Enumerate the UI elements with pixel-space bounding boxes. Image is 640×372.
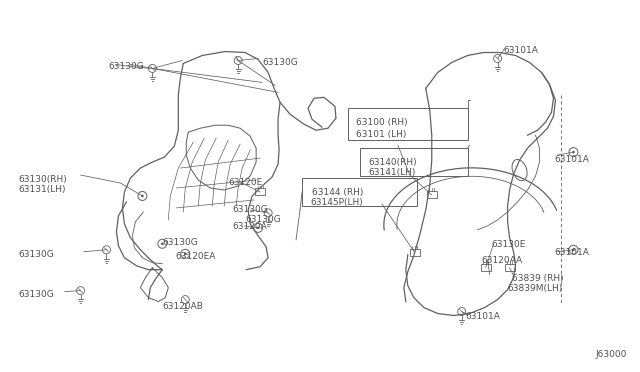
Bar (360, 148, 468, 176)
Bar (255, 189, 265, 195)
Bar (302, 178, 417, 206)
Bar (410, 249, 420, 256)
Circle shape (184, 252, 187, 255)
Text: 63144 (RH): 63144 (RH) (312, 188, 364, 197)
Circle shape (572, 151, 575, 154)
Text: 63120AB: 63120AB (163, 302, 204, 311)
Bar (481, 264, 491, 271)
Text: 63120A: 63120A (232, 222, 267, 231)
Circle shape (257, 227, 259, 229)
Text: 63130G: 63130G (163, 238, 198, 247)
Bar (504, 264, 515, 271)
Text: 63140(RH): 63140(RH) (368, 158, 417, 167)
Text: 63120EA: 63120EA (175, 252, 216, 261)
Text: 63120E: 63120E (228, 178, 262, 187)
Bar (427, 192, 436, 198)
Circle shape (572, 248, 575, 251)
Text: 63101A: 63101A (504, 45, 538, 55)
Text: 63100 (RH): 63100 (RH) (356, 118, 408, 127)
Text: 63130G: 63130G (232, 205, 268, 214)
Text: J63000: J63000 (595, 350, 627, 359)
Text: 63130G: 63130G (108, 62, 144, 71)
Text: 63130G: 63130G (19, 250, 54, 259)
Bar (348, 108, 468, 140)
Text: 63101A: 63101A (554, 155, 589, 164)
Text: 63101A: 63101A (466, 311, 500, 321)
Text: 63101 (LH): 63101 (LH) (356, 130, 406, 139)
Text: 63145P(LH): 63145P(LH) (310, 198, 363, 207)
Text: 63130E: 63130E (492, 240, 526, 249)
Text: 63130G: 63130G (245, 215, 281, 224)
Text: 63131(LH): 63131(LH) (19, 185, 66, 194)
Text: 63839M(LH): 63839M(LH) (508, 283, 563, 293)
Text: 63130(RH): 63130(RH) (19, 175, 67, 184)
Text: 63141(LH): 63141(LH) (368, 168, 415, 177)
Text: 63120AA: 63120AA (482, 256, 523, 265)
Text: 63101A: 63101A (554, 248, 589, 257)
Text: 63839 (RH): 63839 (RH) (511, 274, 563, 283)
Text: 63130G: 63130G (19, 290, 54, 299)
Circle shape (161, 243, 164, 245)
Text: 63130G: 63130G (262, 58, 298, 67)
Circle shape (141, 195, 144, 197)
